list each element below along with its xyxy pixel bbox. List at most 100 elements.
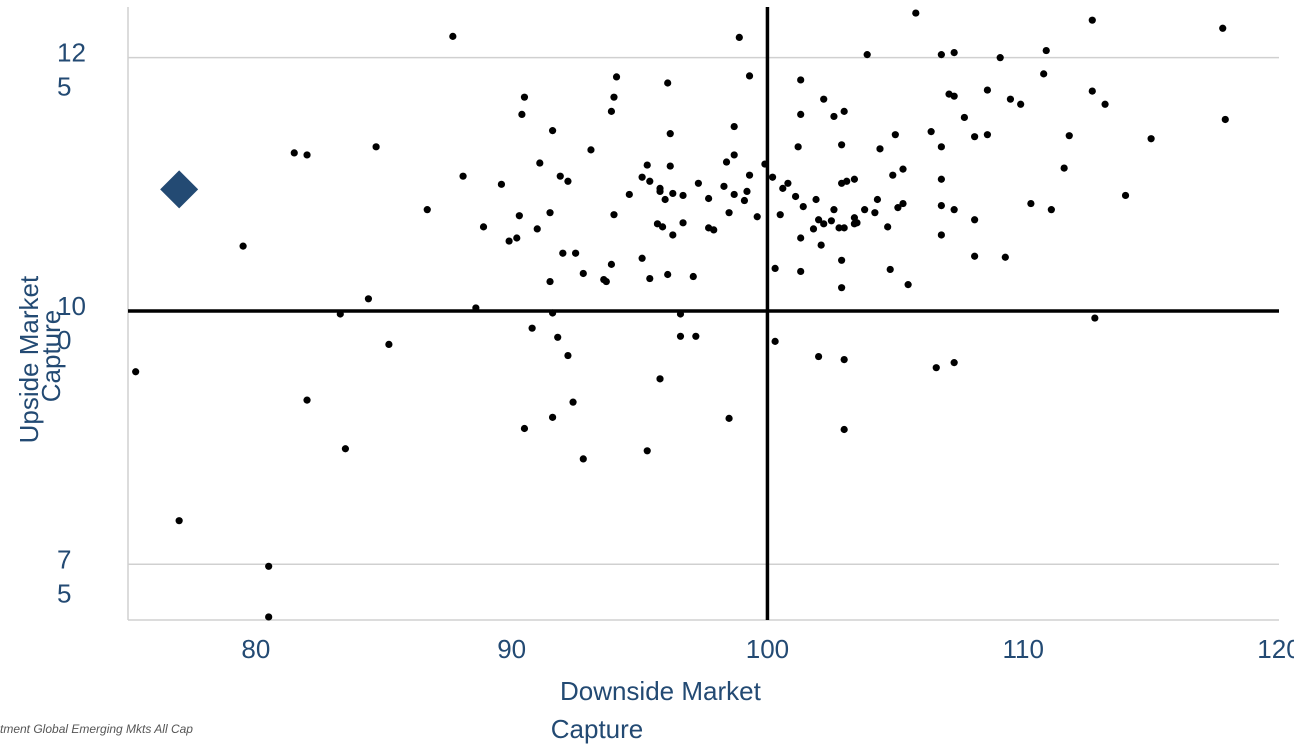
data-point-26	[518, 110, 526, 119]
data-point-27	[797, 110, 805, 119]
data-point-174	[341, 445, 350, 453]
footnote: tment Global Emerging Mkts All Cap	[0, 722, 193, 736]
data-point-36	[891, 131, 899, 139]
data-point-138	[971, 252, 979, 260]
data-point-155	[554, 333, 562, 341]
data-point-37	[983, 131, 992, 139]
data-point-48	[303, 151, 311, 159]
reference-lines	[128, 7, 1279, 620]
data-point-64	[784, 179, 792, 187]
data-point-86	[873, 195, 882, 204]
data-point-44	[838, 141, 846, 149]
y-axis-title-line-1: Upside Market	[14, 275, 44, 443]
data-point-140	[579, 269, 587, 278]
data-point-166	[656, 375, 664, 383]
data-point-81	[740, 196, 749, 205]
data-point-157	[692, 332, 700, 340]
scatter-points	[132, 9, 1229, 621]
data-point-176	[579, 455, 587, 463]
data-point-124	[797, 234, 805, 242]
data-point-112	[479, 223, 488, 231]
data-point-84	[812, 195, 820, 204]
data-point-87	[899, 199, 907, 208]
data-point-66	[850, 175, 859, 183]
data-point-161	[815, 352, 823, 361]
data-point-170	[548, 413, 557, 421]
data-point-28	[830, 112, 838, 121]
data-point-167	[1091, 314, 1099, 322]
data-point-88	[1027, 199, 1035, 208]
data-point-13	[1040, 70, 1048, 78]
x-tick-label-2: 100	[746, 634, 789, 664]
data-point-59	[638, 173, 646, 181]
y-tick-label-0: 12 5	[57, 38, 86, 102]
data-point-99	[799, 203, 807, 211]
data-point-42	[372, 143, 380, 151]
data-point-32	[730, 122, 738, 131]
data-point-46	[937, 143, 945, 151]
data-point-172	[520, 424, 529, 433]
data-point-49	[730, 151, 738, 159]
data-point-63	[768, 173, 777, 181]
data-point-25	[607, 107, 616, 115]
data-point-126	[850, 220, 859, 228]
data-point-60	[646, 177, 654, 185]
data-point-104	[861, 206, 869, 214]
data-point-22	[520, 93, 529, 101]
data-point-154	[528, 324, 536, 332]
data-point-6	[1042, 46, 1050, 55]
data-point-90	[423, 206, 431, 214]
data-point-123	[840, 224, 848, 232]
data-point-175	[643, 447, 651, 455]
data-point-2	[1088, 16, 1096, 24]
data-point-116	[653, 220, 662, 228]
data-point-68	[937, 175, 945, 183]
data-point-39	[1065, 132, 1073, 140]
y-tick-label-0-line-0: 12	[57, 38, 86, 68]
y-axis-title: Upside Market Capture	[14, 269, 66, 444]
data-point-160	[564, 351, 572, 360]
data-point-165	[132, 368, 140, 376]
data-point-40	[1147, 135, 1155, 143]
data-point-70	[497, 180, 506, 188]
data-point-113	[513, 234, 521, 242]
data-point-127	[937, 231, 945, 239]
data-point-8	[863, 51, 871, 59]
x-axis-title-line-2: Capture	[551, 714, 644, 744]
data-point-177	[175, 517, 183, 525]
data-point-147	[904, 281, 912, 289]
data-point-178	[265, 562, 273, 570]
x-axis-title-line-1: Downside Market	[560, 676, 762, 706]
data-point-45	[876, 145, 884, 153]
x-axis-title: Downside Market Capture	[551, 676, 768, 744]
data-point-75	[669, 189, 677, 198]
plot-axes	[127, 7, 1279, 621]
data-point-149	[364, 295, 373, 303]
data-point-168	[303, 396, 311, 404]
data-point-34	[666, 130, 674, 138]
data-point-128	[239, 242, 247, 250]
data-point-78	[720, 182, 728, 190]
data-point-10	[612, 73, 621, 81]
y-tick-label-2-line-1: 5	[57, 578, 71, 608]
data-point-15	[983, 86, 992, 94]
data-point-117	[669, 231, 677, 239]
data-point-144	[664, 270, 672, 279]
data-point-164	[950, 359, 958, 367]
data-point-24	[820, 95, 828, 103]
y-tick-label-1-line-0: 10	[57, 291, 86, 321]
data-point-100	[815, 216, 823, 224]
data-point-132	[505, 237, 513, 245]
data-point-23	[610, 93, 618, 101]
data-point-67	[889, 171, 897, 179]
data-point-11	[745, 72, 754, 80]
data-point-122	[835, 224, 843, 232]
data-point-61	[694, 179, 702, 187]
data-point-62	[745, 171, 754, 179]
data-point-89	[1121, 191, 1130, 200]
data-point-134	[771, 264, 779, 273]
data-point-41	[587, 146, 595, 154]
data-point-35	[927, 128, 935, 136]
